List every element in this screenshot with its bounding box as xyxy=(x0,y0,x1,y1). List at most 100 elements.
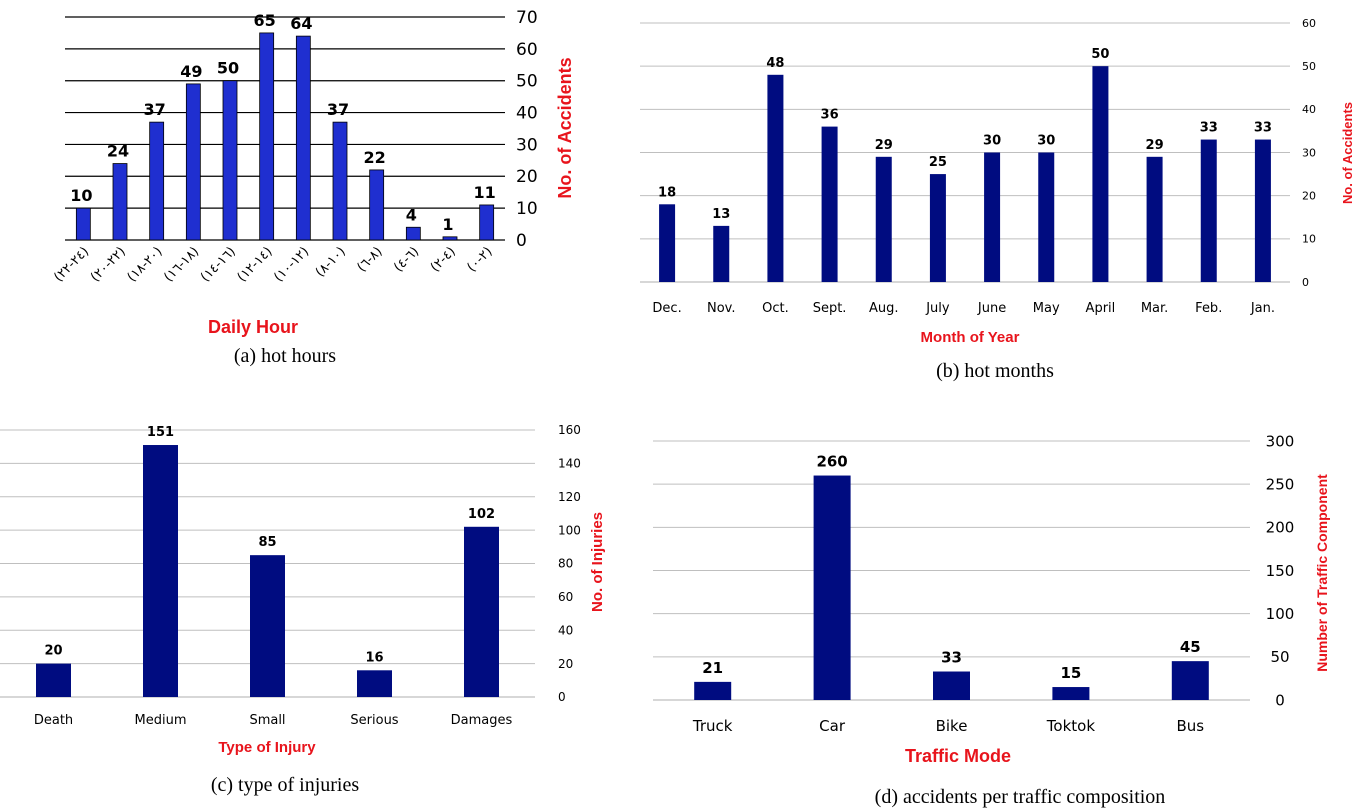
chart-a-y-title: No. of Accidents xyxy=(555,57,575,198)
data-label: 18 xyxy=(658,185,676,200)
category-label: (٨-٦) xyxy=(355,244,386,275)
bar xyxy=(1200,139,1217,282)
y-tick-label: 60 xyxy=(558,590,573,604)
category-label: (١٨-١٦) xyxy=(161,244,202,285)
category-label: (٢٢-٢٠) xyxy=(88,244,129,285)
data-label: 64 xyxy=(290,14,312,33)
chart-a-x-title: Daily Hour xyxy=(208,317,298,337)
category-label: (١٤-١٢) xyxy=(235,244,276,285)
category-label: Mar. xyxy=(1141,301,1168,316)
y-tick-label: 0 xyxy=(516,231,527,251)
bar xyxy=(405,226,421,241)
data-label: 30 xyxy=(1037,134,1055,149)
y-tick-label: 250 xyxy=(1266,475,1295,493)
y-tick-label: 100 xyxy=(1266,605,1295,623)
data-label: 21 xyxy=(702,659,723,677)
bar xyxy=(713,225,730,282)
category-label: Nov. xyxy=(707,301,736,316)
category-label: Bus xyxy=(1176,717,1204,735)
category-label: (٢-٠) xyxy=(465,244,496,275)
category-label: July xyxy=(925,301,950,316)
data-label: 33 xyxy=(941,649,962,667)
y-tick-label: 0 xyxy=(558,690,566,704)
bar xyxy=(250,555,285,697)
data-label: 11 xyxy=(474,183,496,202)
data-label: 65 xyxy=(254,11,276,30)
y-tick-label: 10 xyxy=(1302,233,1316,246)
data-label: 13 xyxy=(712,207,730,222)
category-label: June xyxy=(977,301,1006,316)
bar xyxy=(1052,687,1090,700)
category-label: (٢٤-٢٢) xyxy=(51,244,92,285)
chart-d-plot: 0 50 100 150 200 250 300 21 Truck 260 Car 33 Bike 15 T… xyxy=(653,432,1294,735)
bar xyxy=(813,475,851,700)
y-tick-label: 150 xyxy=(1266,562,1295,580)
y-tick-label: 140 xyxy=(558,457,581,471)
bar xyxy=(149,121,165,241)
data-label: 15 xyxy=(1060,664,1081,682)
chart-c-plot: 0 20 40 60 80 100 120 140 160 20 Death 151 Medium 85 S… xyxy=(0,423,581,728)
category-label: Death xyxy=(34,713,73,728)
data-label: 25 xyxy=(929,155,947,170)
data-label: 50 xyxy=(1091,47,1109,62)
data-label: 37 xyxy=(327,100,349,119)
y-tick-label: 20 xyxy=(558,657,573,671)
caption-b: (b) hot months xyxy=(936,360,1054,382)
chart-b-y-title: No. of Accidents xyxy=(1340,102,1355,204)
data-label: 151 xyxy=(147,425,174,440)
category-label: (٢٠-١٨) xyxy=(125,244,166,285)
data-label: 85 xyxy=(258,535,276,550)
data-label: 36 xyxy=(821,108,839,123)
bar xyxy=(332,121,348,241)
y-tick-label: 0 xyxy=(1302,276,1309,289)
bar xyxy=(984,152,1001,282)
category-label: Dec. xyxy=(652,301,681,316)
data-label: 29 xyxy=(1146,138,1164,153)
chart-b-x-title: Month of Year xyxy=(921,329,1020,346)
y-tick-label: 160 xyxy=(558,423,581,437)
bar xyxy=(659,204,676,282)
data-label: 49 xyxy=(180,62,202,81)
y-tick-label: 200 xyxy=(1266,519,1295,537)
category-label: Jan. xyxy=(1250,301,1275,316)
y-tick-label: 20 xyxy=(516,167,538,187)
category-label: Truck xyxy=(692,717,733,735)
category-label: Small xyxy=(249,713,285,728)
category-label: Sept. xyxy=(813,301,847,316)
y-tick-label: 30 xyxy=(1302,146,1316,159)
y-tick-label: 60 xyxy=(516,40,538,60)
bar xyxy=(75,207,91,241)
bar xyxy=(694,681,732,700)
bar xyxy=(369,169,385,241)
data-label: 37 xyxy=(144,100,166,119)
bar xyxy=(1092,66,1109,283)
data-label: 30 xyxy=(983,134,1001,149)
category-label: Feb. xyxy=(1195,301,1222,316)
bar xyxy=(933,671,970,700)
y-tick-label: 10 xyxy=(516,199,538,219)
bar xyxy=(222,80,238,241)
category-label: April xyxy=(1086,301,1116,316)
bar xyxy=(259,32,275,241)
data-label: 4 xyxy=(406,205,417,224)
y-tick-label: 300 xyxy=(1266,432,1295,450)
y-tick-label: 120 xyxy=(558,490,581,504)
y-tick-label: 50 xyxy=(516,72,538,92)
bar xyxy=(1171,661,1209,700)
category-label: May xyxy=(1033,301,1060,316)
bar xyxy=(479,204,495,241)
category-label: Serious xyxy=(350,713,398,728)
bar xyxy=(442,236,458,241)
bar xyxy=(767,74,784,282)
y-tick-label: 80 xyxy=(558,557,573,571)
category-label: (٦-٤) xyxy=(391,244,422,275)
y-tick-label: 70 xyxy=(516,8,538,28)
bar xyxy=(143,445,178,697)
bar xyxy=(295,35,311,241)
data-label: 22 xyxy=(364,148,386,167)
bar xyxy=(1038,152,1055,282)
y-tick-label: 0 xyxy=(1275,691,1285,709)
y-tick-label: 60 xyxy=(1302,17,1316,30)
category-label: Toktok xyxy=(1046,717,1096,735)
